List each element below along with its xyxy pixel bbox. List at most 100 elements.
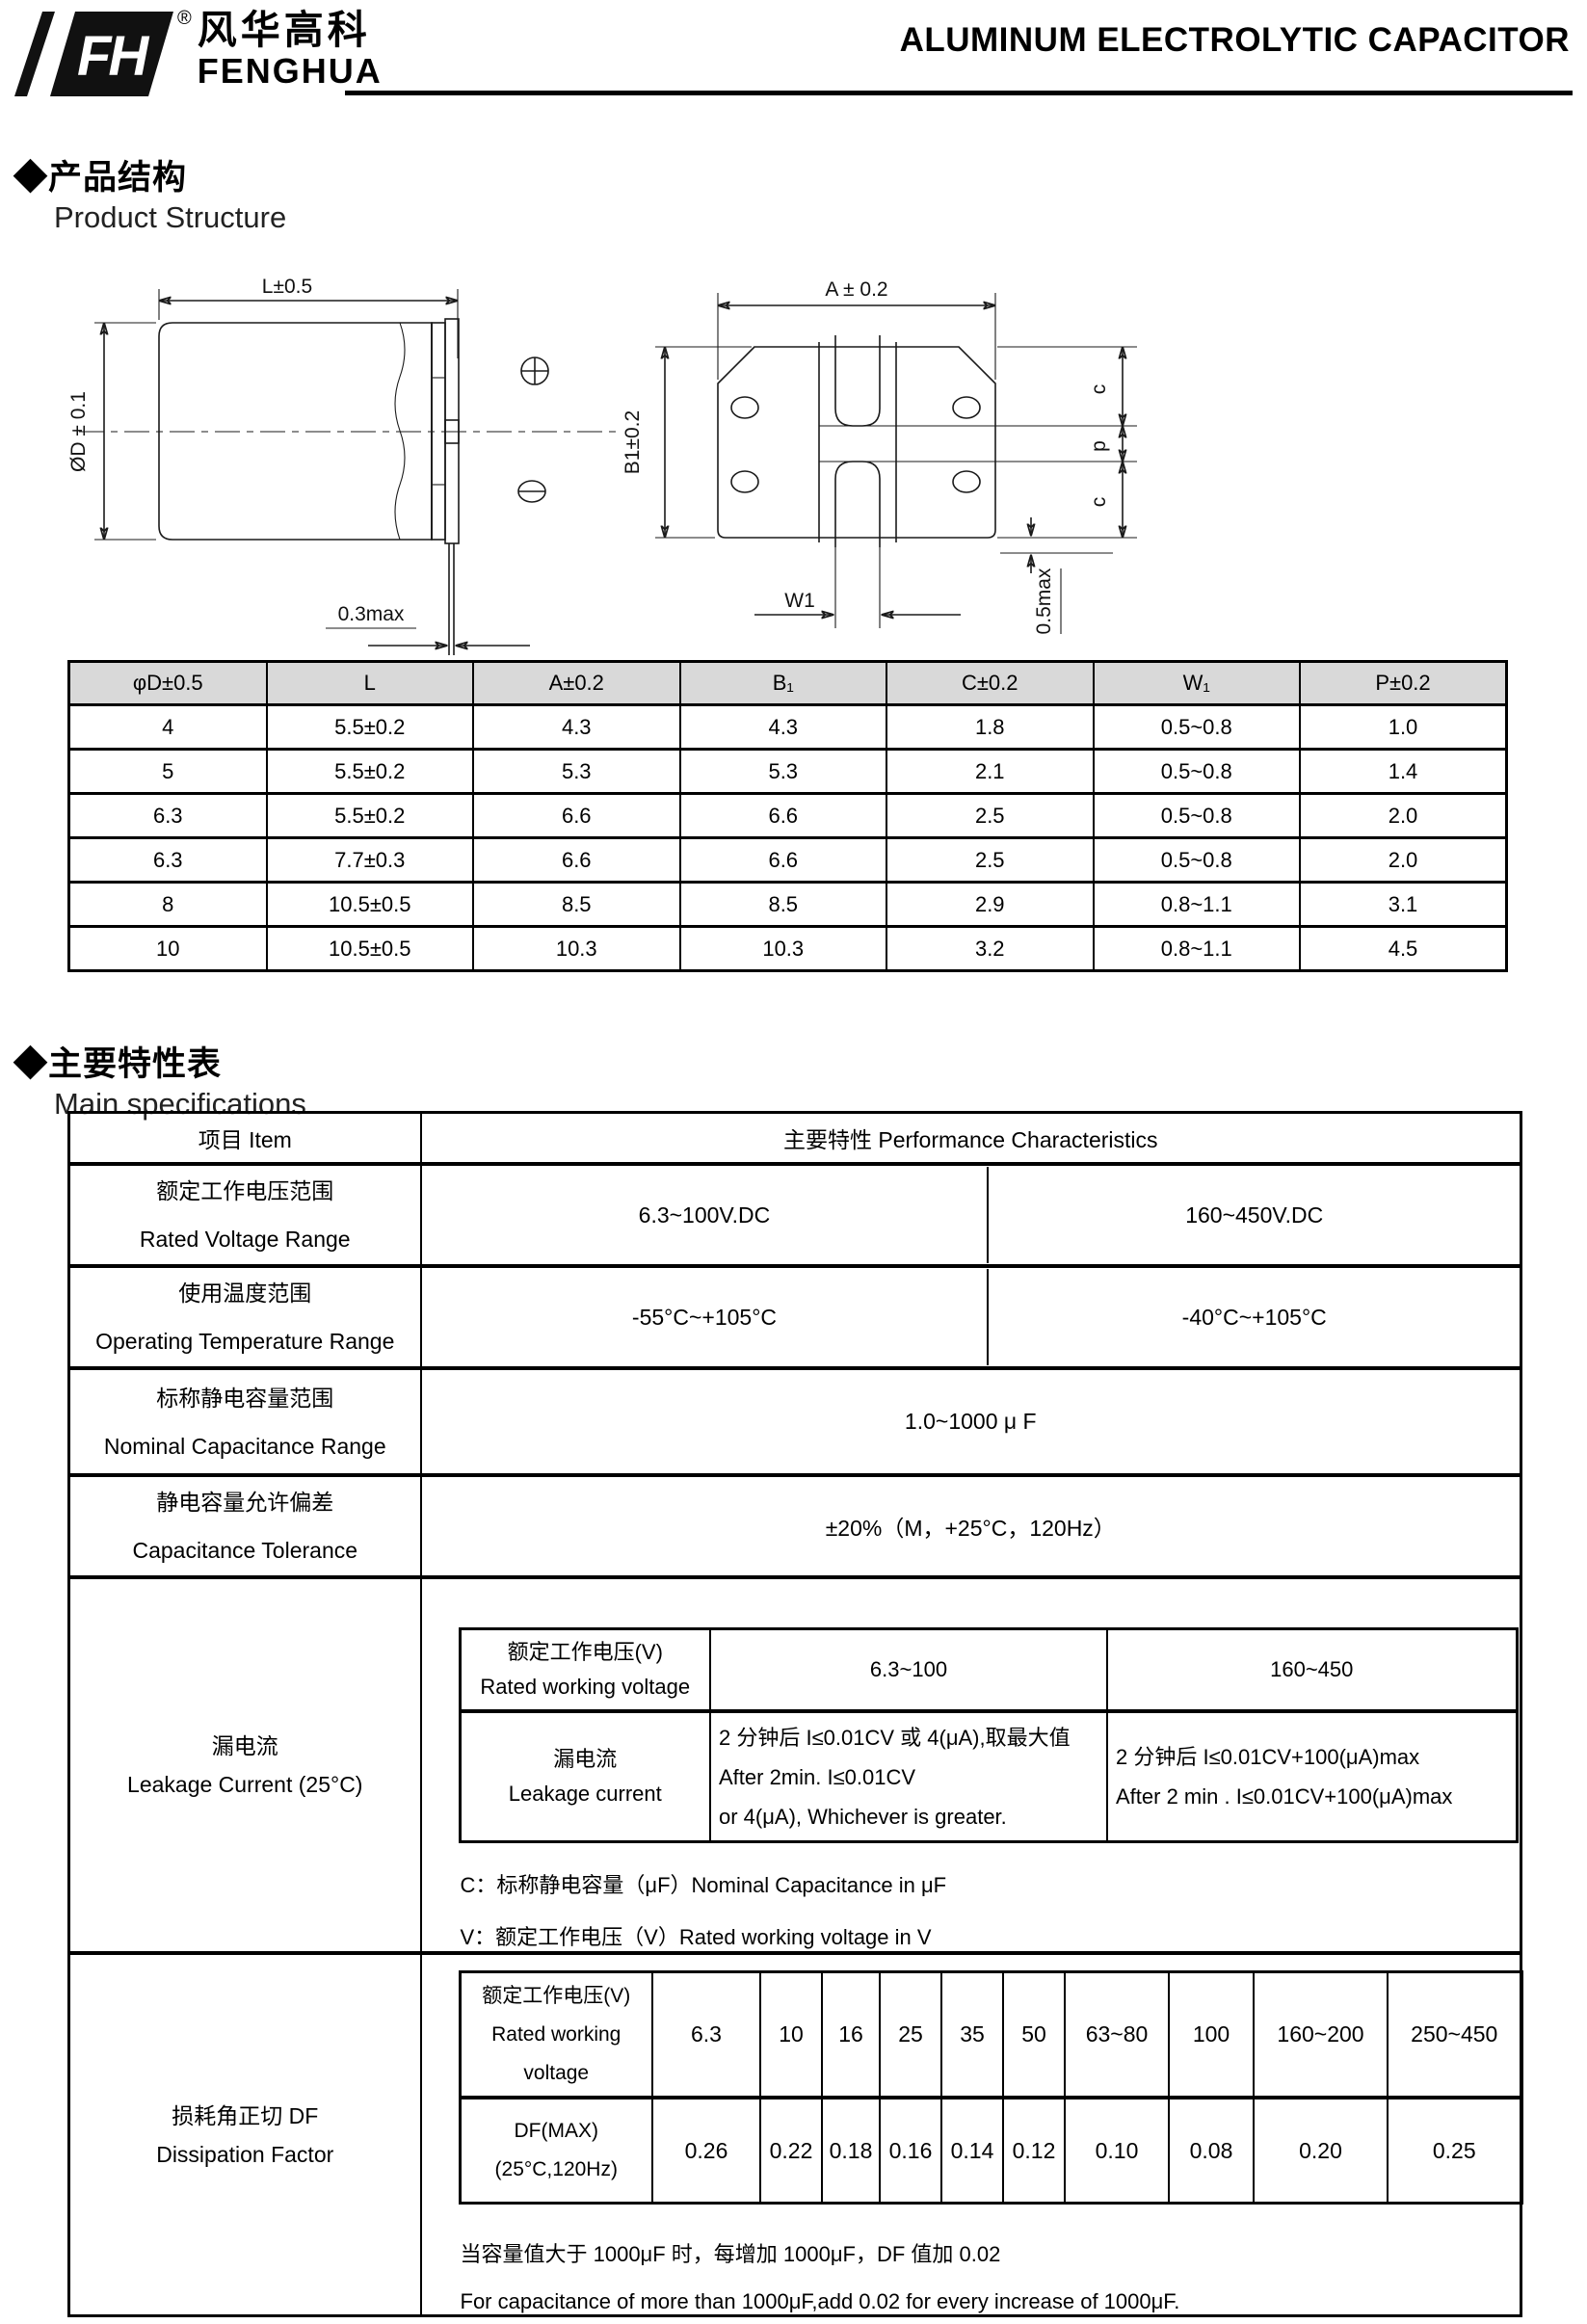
table-cell: 1.4: [1299, 748, 1508, 795]
rated-voltage-row: 额定工作电压范围 Rated Voltage Range 6.3~100V.DC…: [67, 1162, 1522, 1267]
leakage-col-low: 6.3~100: [709, 1627, 1108, 1712]
table-cell: 10.3: [472, 925, 681, 972]
table-cell: 8.5: [678, 881, 887, 928]
dim-label-a: A ± 0.2: [825, 278, 887, 301]
rated-voltage-label: 额定工作电压范围 Rated Voltage Range: [67, 1162, 422, 1267]
table-cell: 0.10: [1064, 2096, 1170, 2205]
leakage-low-spec: 2 分钟后 I≤0.01CV 或 4(μA),取最大值 After 2min. …: [709, 1709, 1108, 1843]
product-structure-heading-cn: ◆产品结构: [13, 159, 188, 197]
table-row: 8 10.5±0.5 8.5 8.5 2.9 0.8~1.1 3.1: [67, 881, 1508, 928]
item-header-cell: 项目 Item: [67, 1111, 422, 1165]
table-cell: 6.3: [67, 792, 268, 839]
table-cell: 160~200: [1253, 1970, 1389, 2099]
table-row: 4 5.5±0.2 4.3 4.3 1.8 0.5~0.8 1.0: [67, 703, 1508, 751]
table-cell: 10: [67, 925, 268, 972]
dim-label-p: p: [1088, 440, 1110, 452]
table-cell: 4.3: [678, 703, 887, 751]
table-cell: 35: [940, 1970, 1004, 2099]
dissipation-factor-detail: 额定工作电压(V) Rated working voltage 6.3 10 16 2…: [419, 1951, 1523, 2317]
table-cell: 6.3: [651, 1970, 761, 2099]
df-voltage-header: 额定工作电压(V) Rated working voltage: [459, 1970, 653, 2099]
leakage-high-spec: 2 分钟后 I≤0.01CV+100(μA)max After 2 min . …: [1106, 1709, 1518, 1843]
table-cell: 2.1: [886, 748, 1095, 795]
dim-label-diameter: ØD ± 0.1: [67, 391, 90, 472]
logo-text: 风华高科 FENGHUA: [198, 8, 383, 91]
table-cell: 10.3: [678, 925, 887, 972]
table-row: 10 10.5±0.5 10.3 10.3 3.2 0.8~1.1 4.5: [67, 925, 1508, 972]
temperature-high: -40°C~+105°C: [987, 1269, 1520, 1365]
table-cell: 0.5~0.8: [1092, 748, 1301, 795]
capacitance-range-row: 标称静电容量范围 Nominal Capacitance Range 1.0~1…: [67, 1366, 1522, 1476]
table-cell: 5.3: [472, 748, 681, 795]
df-table-data-row: DF(MAX) (25°C,120Hz) 0.26 0.22 0.18 0.16 0.1…: [459, 2096, 1522, 2205]
df-nested-table: 额定工作电压(V) Rated working voltage 6.3 10 16 2…: [458, 1970, 1523, 2205]
table-cell: 0.08: [1168, 2096, 1255, 2205]
temperature-values: -55°C~+105°C -40°C~+105°C: [419, 1264, 1522, 1369]
table-cell: 6.6: [678, 836, 887, 884]
table-cell: 3.1: [1299, 881, 1508, 928]
leakage-table-data-row: 漏电流 Leakage current 2 分钟后 I≤0.01CV 或 4(μ…: [459, 1709, 1518, 1843]
table-cell: 6.3: [67, 836, 268, 884]
dimensions-table: φD±0.5 L A±0.2 B₁ C±0.2 W₁ P±0.2 4 5.5±0.…: [67, 660, 1508, 972]
df-row-label: DF(MAX) (25°C,120Hz): [459, 2096, 653, 2205]
table-cell: 2.0: [1299, 836, 1508, 884]
logo-english-name: FENGHUA: [197, 51, 383, 91]
performance-header-cell: 主要特性 Performance Characteristics: [419, 1111, 1522, 1165]
leakage-current-label: 漏电流 Leakage Current (25°C): [67, 1575, 422, 1954]
table-cell: 6.6: [472, 792, 681, 839]
dim-label-c-bottom: c: [1088, 497, 1110, 508]
temperature-label: 使用温度范围 Operating Temperature Range: [67, 1264, 422, 1369]
fenghua-logo: FH ® 风华高科 FENGHUA: [13, 8, 383, 98]
table-cell: 4.5: [1299, 925, 1508, 972]
dim-table-header-row: φD±0.5 L A±0.2 B₁ C±0.2 W₁ P±0.2: [67, 660, 1508, 706]
table-cell: 6.6: [678, 792, 887, 839]
logo-chinese-name: 风华高科: [197, 8, 371, 52]
table-cell: 0.20: [1253, 2096, 1389, 2205]
table-cell: 0.18: [821, 2096, 881, 2205]
dim-col-header: L: [265, 660, 474, 706]
table-cell: 0.8~1.1: [1092, 925, 1301, 972]
registered-trademark: ®: [177, 8, 192, 29]
table-cell: 0.14: [940, 2096, 1004, 2205]
tolerance-value: ±20%（M，+25°C，120Hz）: [419, 1473, 1522, 1578]
table-cell: 63~80: [1064, 1970, 1170, 2099]
dim-label-w1: W1: [784, 590, 815, 612]
dim-label-b1: B1±0.2: [622, 410, 644, 474]
table-cell: 2.0: [1299, 792, 1508, 839]
table-cell: 0.12: [1002, 2096, 1066, 2205]
table-row: 6.3 7.7±0.3 6.6 6.6 2.5 0.5~0.8 2.0: [67, 836, 1508, 884]
capacitance-range-value: 1.0~1000 μ F: [419, 1366, 1522, 1476]
leakage-current-detail: 额定工作电压(V) Rated working voltage 6.3~100 …: [419, 1575, 1522, 1954]
table-cell: 2.9: [886, 881, 1095, 928]
document-title: ALUMINUM ELECTROLYTIC CAPACITOR: [899, 21, 1570, 59]
leakage-table-header-row: 额定工作电压(V) Rated working voltage 6.3~100 …: [459, 1627, 1518, 1712]
table-cell: 0.5~0.8: [1092, 792, 1301, 839]
fenghua-logo-mark-icon: FH: [14, 12, 173, 96]
dim-col-header: W₁: [1092, 660, 1301, 706]
table-cell: 0.26: [651, 2096, 761, 2205]
table-cell: 0.25: [1387, 2096, 1522, 2205]
dim-col-header: A±0.2: [472, 660, 681, 706]
table-cell: 7.7±0.3: [265, 836, 474, 884]
table-cell: 100: [1168, 1970, 1255, 2099]
temperature-low: -55°C~+105°C: [631, 1304, 778, 1330]
table-row: 6.3 5.5±0.2 6.6 6.6 2.5 0.5~0.8 2.0: [67, 792, 1508, 839]
table-cell: 250~450: [1387, 1970, 1522, 2099]
table-cell: 8.5: [472, 881, 681, 928]
table-cell: 6.6: [472, 836, 681, 884]
header-divider: [345, 91, 1573, 95]
dim-col-header: B₁: [678, 660, 887, 706]
table-cell: 0.5~0.8: [1092, 703, 1301, 751]
polarity-negative-icon: [517, 480, 546, 503]
table-cell: 1.8: [886, 703, 1095, 751]
table-cell: 4.3: [472, 703, 681, 751]
svg-text:FH: FH: [77, 25, 149, 88]
leakage-nested-table: 额定工作电压(V) Rated working voltage 6.3~100 …: [458, 1627, 1519, 1843]
tolerance-row: 静电容量允许偏差 Capacitance Tolerance ±20%（M，+2…: [67, 1473, 1522, 1578]
rated-voltage-values: 6.3~100V.DC 160~450V.DC: [419, 1162, 1522, 1267]
dim-col-header: φD±0.5: [67, 660, 268, 706]
table-cell: 50: [1002, 1970, 1066, 2099]
table-cell: 5: [67, 748, 268, 795]
capacitor-bottom-view-drawing: A ± 0.2 B1±0.2 W1 c p c: [622, 278, 1137, 634]
